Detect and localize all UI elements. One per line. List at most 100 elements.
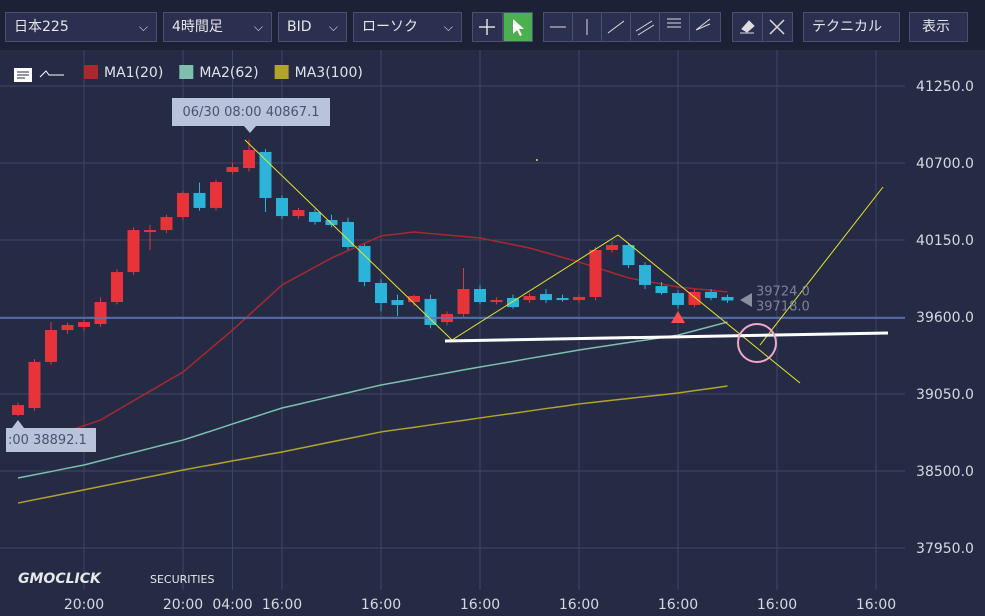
legend-label: MA2(62)	[199, 65, 258, 81]
candle-body	[507, 297, 519, 308]
trend-line	[244, 139, 801, 384]
candle-body	[606, 245, 618, 250]
highlight-circle	[737, 323, 777, 363]
ma-line	[17, 321, 728, 479]
channel-tool[interactable]	[630, 12, 660, 42]
candle-body	[589, 249, 602, 297]
candle-body	[556, 297, 569, 301]
pointer-icon	[513, 19, 524, 36]
legend-toggle[interactable]	[39, 70, 64, 78]
candle-body	[127, 230, 140, 273]
price-label: 39718.0	[756, 299, 810, 314]
y-tick-label: 40700.0	[916, 156, 974, 172]
candle-body	[309, 212, 321, 222]
candle-body	[292, 210, 305, 217]
toolbar: 日本225 ⌵ 4時間足 ⌵ BID ⌵ ローソク ⌵ テクニカル	[0, 0, 985, 50]
signal-triangle	[671, 311, 685, 323]
x-tick-label: 16:00	[460, 597, 500, 613]
candle-body	[160, 217, 173, 231]
candle-body	[573, 296, 585, 301]
logo: GMOCLICK	[18, 571, 102, 587]
annotation-pointer	[244, 126, 256, 133]
x-tick-label: 16:00	[658, 597, 698, 613]
candle-body	[259, 151, 272, 198]
price-select[interactable]: BID ⌵	[278, 12, 347, 42]
crosshair-icon	[479, 19, 495, 35]
channel-icon	[635, 20, 655, 36]
timeframe-select[interactable]: 4時間足 ⌵	[163, 12, 272, 42]
candle-body	[523, 296, 536, 301]
candle-body	[177, 192, 189, 218]
technical: テクニカル	[812, 19, 882, 35]
symbol-select[interactable]: 日本225 ⌵	[5, 12, 157, 42]
candle-body	[622, 245, 635, 266]
legend: MA1(20) MA2(62) MA3(100)	[84, 65, 363, 81]
annotation-pointer	[12, 420, 24, 428]
candle-body	[408, 296, 420, 303]
dot	[536, 159, 538, 161]
fan-tool[interactable]	[689, 12, 721, 42]
candle-body	[474, 289, 486, 303]
legend-swatch	[179, 65, 194, 79]
candle-body	[655, 286, 668, 294]
candle-body	[639, 265, 651, 285]
price-type: BID	[287, 19, 312, 35]
candle-body	[111, 272, 123, 303]
legend-label: MA1(20)	[104, 65, 163, 81]
fan-icon	[695, 18, 711, 31]
candle-body	[721, 296, 734, 301]
legend-swatch	[84, 65, 98, 79]
x-tick-label: 04:00	[212, 597, 252, 613]
annotation: 06/30 08:00 40867.1	[183, 105, 320, 120]
candle-body	[243, 149, 255, 169]
price-pointer	[740, 293, 752, 307]
y-tick-label: 38500.0	[916, 464, 974, 480]
candle-body	[226, 167, 239, 172]
eraser-icon	[740, 20, 755, 34]
candle-body	[358, 246, 371, 282]
candle-body	[45, 330, 57, 362]
candle-body	[193, 192, 206, 208]
y-tick-label: 40150.0	[916, 233, 974, 249]
candle-body	[672, 293, 684, 305]
x-tick-label: 16:00	[757, 597, 797, 613]
fibo-icon	[667, 18, 681, 28]
x-tick-label: 16:00	[262, 597, 302, 613]
candle-body	[144, 230, 156, 233]
grid: 37950.0 38500.0 39050.0 39600.0 40150.0 40700…	[0, 50, 974, 613]
neck-line	[444, 331, 889, 343]
x-tick-label: 20:00	[64, 597, 104, 613]
erase-all-icon	[769, 19, 785, 35]
plot-area	[12, 139, 734, 504]
trend-icon	[607, 20, 625, 34]
candle-body	[490, 300, 503, 303]
candle-body	[540, 294, 552, 301]
candle-body	[325, 219, 338, 226]
display-button[interactable]: 表示	[909, 12, 968, 42]
chevron: ⌵	[138, 20, 148, 34]
user-drawings: 06/30 08:00 40867.1 :00 38892.1 GMOCLICK…	[0, 68, 905, 587]
technical-button[interactable]: テクニカル	[803, 12, 900, 42]
candle-body	[28, 361, 41, 408]
chevron: ⌵	[253, 20, 263, 34]
ma-line	[17, 385, 728, 504]
logo-sub: SECURITIES	[150, 573, 214, 586]
annotation: :00 38892.1	[8, 433, 87, 448]
symbol: 日本225	[14, 19, 69, 35]
candle-body	[457, 289, 470, 315]
chart-style: ローソク	[362, 19, 418, 35]
chevron: ⌵	[328, 20, 338, 34]
style-select[interactable]: ローソク ⌵	[353, 12, 462, 42]
timeframe: 4時間足	[172, 19, 223, 35]
display: 表示	[922, 19, 950, 35]
candle-body	[705, 291, 717, 298]
legend-label: MA3(100)	[295, 65, 363, 81]
trend-line	[759, 186, 884, 346]
x-tick-label: 16:00	[856, 597, 896, 613]
candle-body	[276, 198, 288, 217]
candle-body	[12, 405, 24, 415]
y-tick-label: 39600.0	[916, 310, 974, 326]
x-tick-label: 20:00	[163, 597, 203, 613]
